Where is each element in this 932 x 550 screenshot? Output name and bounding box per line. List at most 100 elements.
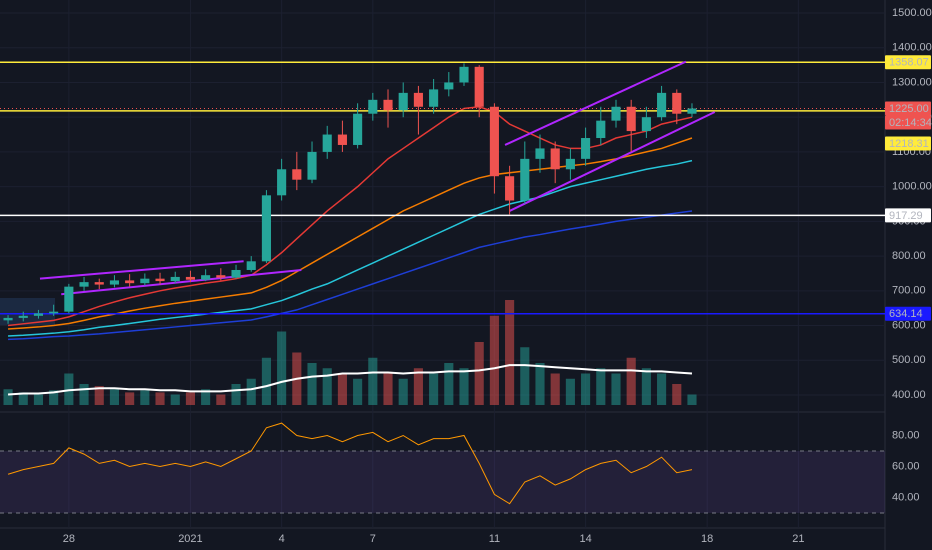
y-tick-label: 800.00 [892, 250, 926, 262]
volume-bar [687, 394, 697, 405]
volume-bar [474, 342, 484, 405]
candle-body [201, 275, 211, 280]
candle-body [79, 282, 89, 287]
candle-body [398, 92, 408, 111]
countdown-label-box [885, 115, 931, 130]
x-tick-label: 21 [792, 533, 804, 545]
volume-bar [337, 373, 347, 405]
candle-body [277, 169, 287, 196]
candle-body [626, 106, 636, 132]
candle-body [3, 317, 13, 321]
candle-body [383, 99, 393, 111]
candle-body [520, 158, 530, 201]
candle-body [581, 138, 591, 159]
volume-bar [672, 384, 682, 405]
trendline [39, 260, 244, 280]
candle-body [550, 148, 560, 170]
candle-body [216, 275, 226, 278]
rsi-tick-label: 80.00 [892, 429, 920, 441]
candle-body [657, 92, 667, 118]
moving-average [7, 105, 693, 327]
volume-bar [216, 394, 226, 405]
last-price-label: 1225.00 [889, 103, 929, 115]
level-label: 634.14 [889, 308, 923, 320]
x-tick-label: 11 [489, 533, 500, 545]
volume-bar [657, 373, 667, 405]
level-label: 1358.07 [889, 57, 929, 69]
rsi-tick-label: 60.00 [892, 460, 920, 472]
y-tick-label: 1300.00 [892, 76, 932, 88]
level-label-box [885, 55, 931, 70]
volume-bar [505, 300, 515, 405]
y-tick-label: 1500.00 [892, 7, 932, 19]
volume-bar [383, 373, 393, 405]
volume-bar [140, 390, 150, 405]
volume-bar [64, 373, 74, 405]
candle-body [109, 280, 120, 285]
volume-bar [489, 315, 499, 405]
candle-body [505, 176, 515, 201]
y-tick-label: 1400.00 [892, 42, 932, 54]
last-price-label-box [885, 101, 931, 116]
volume-bar [596, 368, 606, 405]
level-label-box [885, 136, 931, 151]
volume-bar [3, 389, 13, 405]
candle-body [155, 278, 165, 282]
candle-body [565, 158, 575, 170]
candle-body [535, 148, 545, 159]
volume-bar [444, 363, 454, 405]
volume-bar [109, 389, 120, 405]
volume-bar [307, 363, 317, 405]
candle-body [292, 169, 302, 180]
x-tick-label: 28 [63, 533, 75, 545]
y-tick-label: 1000.00 [892, 181, 932, 193]
level-label-box [885, 306, 931, 321]
x-tick-label: 14 [579, 533, 591, 545]
candle-body [353, 113, 363, 145]
candle-body [231, 269, 241, 278]
candle-body [125, 280, 135, 284]
candle-body [94, 282, 104, 285]
rsi-tick-label: 40.00 [892, 491, 920, 503]
volume-bar [125, 392, 135, 405]
candle-body [18, 315, 28, 318]
level-label: 1218.31 [889, 138, 929, 150]
volume-bar [611, 373, 621, 405]
trendline [509, 111, 716, 212]
volume-bar [520, 347, 530, 405]
volume-bar [49, 390, 59, 405]
candle-body [49, 311, 59, 314]
y-tick-label: 500.00 [892, 354, 926, 366]
volume-bar [277, 331, 287, 405]
candle-body [64, 286, 74, 312]
volume-bar [353, 378, 363, 405]
candle-body [185, 276, 195, 280]
volume-bar [33, 394, 44, 405]
volume-bar [322, 368, 332, 405]
volume-bar [201, 389, 211, 405]
candle-body [322, 134, 332, 152]
rsi-band-fill [0, 451, 885, 513]
x-tick-label: 7 [370, 533, 376, 545]
rsi-line [7, 422, 693, 505]
volume-bar [368, 357, 378, 405]
candle-body [641, 117, 651, 132]
candle-body [429, 89, 439, 107]
candle-body [672, 92, 682, 114]
moving-average [8, 210, 693, 341]
volume-bar [246, 378, 256, 405]
candle-body [413, 92, 423, 107]
y-tick-label: 400.00 [892, 389, 926, 401]
volume-bar [155, 392, 165, 405]
candle-body [474, 66, 484, 107]
candle-body [307, 151, 317, 180]
volume-bar [550, 373, 560, 405]
candle-body [140, 278, 150, 284]
volume-bar [79, 384, 89, 405]
moving-average [8, 159, 693, 337]
candle-body [261, 195, 271, 262]
candle-body [33, 313, 44, 316]
volume-bar [185, 392, 195, 405]
y-tick-label: 600.00 [892, 319, 926, 331]
